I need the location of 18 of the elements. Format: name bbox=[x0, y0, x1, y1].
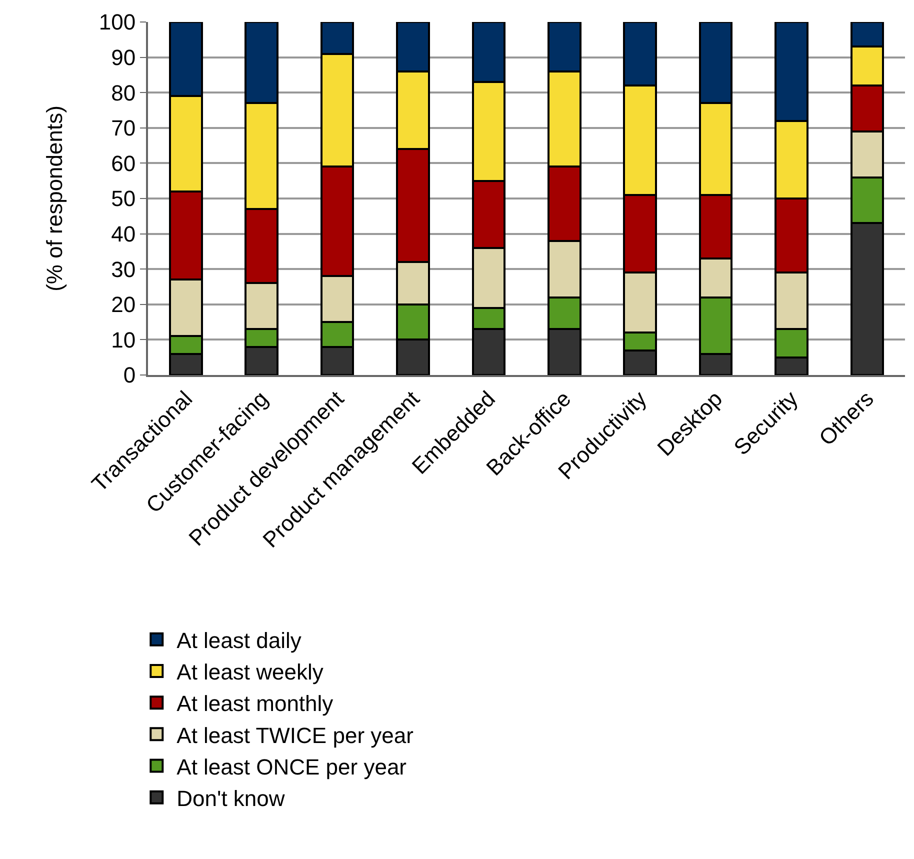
y-tick-label: 100 bbox=[98, 10, 136, 35]
y-tick-label: 0 bbox=[123, 362, 136, 388]
y-tick-label: 80 bbox=[111, 80, 136, 106]
y-tick-label: 60 bbox=[111, 150, 136, 176]
legend-label: At least weekly bbox=[176, 660, 324, 685]
y-tick-label: 70 bbox=[111, 116, 136, 141]
y-tick-label: 10 bbox=[111, 327, 136, 352]
legend-label: At least daily bbox=[176, 628, 302, 653]
y-tick-label: 20 bbox=[111, 292, 136, 318]
y-tick-label: 90 bbox=[111, 45, 136, 70]
y-tick-label: 40 bbox=[111, 222, 136, 246]
y-tick-label: 50 bbox=[111, 186, 136, 212]
y-tick-label: 30 bbox=[111, 256, 136, 282]
legend-label: At least ONCE per year bbox=[176, 754, 407, 780]
legend-label: At least monthly bbox=[176, 691, 334, 716]
legend-label: Don't know bbox=[176, 786, 285, 811]
legend-label: At least TWICE per year bbox=[176, 722, 414, 748]
y-axis-title: (% of respondents) bbox=[42, 106, 68, 292]
